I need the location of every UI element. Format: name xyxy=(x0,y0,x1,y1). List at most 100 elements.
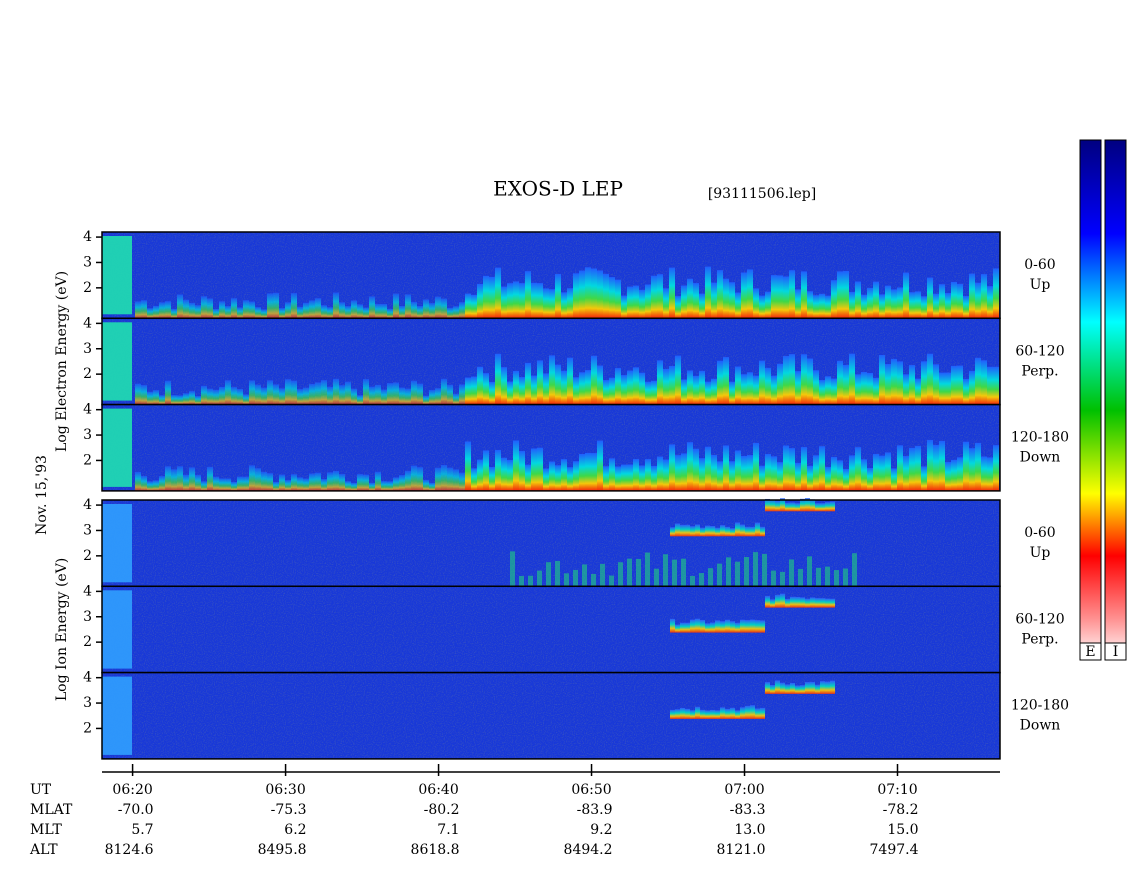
spectrogram-band xyxy=(830,598,835,608)
spectrogram-band xyxy=(987,457,993,491)
spectrogram-band xyxy=(710,526,715,537)
spectrogram-band xyxy=(585,370,591,405)
spectrogram-band xyxy=(675,624,680,633)
spectrogram-band xyxy=(981,274,987,319)
spectrogram-band xyxy=(147,481,153,491)
spectrogram-band xyxy=(495,353,501,405)
spectrogram-band xyxy=(810,597,815,608)
ephemeris-value: -78.2 xyxy=(883,802,919,818)
spectrogram-band xyxy=(327,307,333,319)
spectrogram-band xyxy=(471,468,477,491)
spectrogram-band xyxy=(546,562,551,587)
spectrogram-band xyxy=(837,271,843,319)
spectrogram-band xyxy=(135,383,141,405)
spectrogram-band xyxy=(489,276,495,319)
spectrogram-band xyxy=(609,377,615,405)
spectrogram-band xyxy=(800,498,805,512)
spectrogram-band xyxy=(951,281,957,319)
spectrogram-band xyxy=(231,481,237,491)
spectrogram-band xyxy=(189,391,195,405)
spectrogram-band xyxy=(393,382,399,405)
spectrogram-band xyxy=(825,502,830,512)
spectrogram-strip xyxy=(102,504,132,583)
y-tick-label: 2 xyxy=(83,366,92,382)
spectrogram-band xyxy=(213,476,219,491)
spectrogram-band xyxy=(933,364,939,405)
spectrogram-band xyxy=(687,278,693,319)
spectrogram-band xyxy=(903,272,909,319)
spectrogram-band xyxy=(861,459,867,491)
spectrogram-band xyxy=(750,619,755,633)
ephemeris-value: 5.7 xyxy=(131,822,153,838)
spectrogram-band xyxy=(477,283,483,319)
spectrogram-band xyxy=(477,366,483,405)
spectrogram-band xyxy=(873,453,879,491)
spectrogram-band xyxy=(459,384,465,405)
spectrogram-band xyxy=(939,440,945,491)
spectrogram-band xyxy=(357,304,363,319)
spectrogram-band xyxy=(387,481,393,491)
ephemeris-value: 9.2 xyxy=(590,822,612,838)
spectrogram-band xyxy=(555,274,561,319)
spectrogram-band xyxy=(345,381,351,405)
spectrogram-band xyxy=(465,377,471,405)
spectrogram-band xyxy=(507,381,513,405)
spectrogram-band xyxy=(195,474,201,491)
y-tick-label: 3 xyxy=(83,609,92,625)
ephemeris-value: 8495.8 xyxy=(258,842,307,858)
spectrogram-band xyxy=(201,385,207,405)
spectrogram-band xyxy=(213,389,219,405)
spectrogram-band xyxy=(849,455,855,491)
spectrogram-band xyxy=(717,563,722,587)
spectrogram-band xyxy=(861,372,867,405)
spectrogram-band xyxy=(685,524,690,537)
spectrogram-band xyxy=(165,380,171,405)
spectrogram-band xyxy=(759,295,765,319)
spectrogram-band xyxy=(465,441,471,491)
spectrogram-band xyxy=(423,479,429,491)
spectrogram-band xyxy=(261,309,267,319)
spectrogram-band xyxy=(441,298,447,319)
spectrogram-band xyxy=(405,470,411,491)
spectrogram-band xyxy=(735,622,740,633)
spectrogram-band xyxy=(993,445,999,491)
spectrogram-band xyxy=(867,372,873,405)
spectrogram-band xyxy=(627,286,633,319)
spectrogram-band xyxy=(681,453,687,491)
spectrogram-band xyxy=(639,465,645,491)
spectrogram-band xyxy=(927,353,933,405)
spectrogram-band xyxy=(711,454,717,491)
spectrogram-band xyxy=(357,474,363,491)
ephemeris-value: 13.0 xyxy=(734,822,765,838)
spectrogram-band xyxy=(207,298,213,319)
spectrogram-band xyxy=(805,498,810,512)
colorbar-label-box xyxy=(1079,642,1102,661)
spectrogram-band xyxy=(441,464,447,491)
spectrogram-band xyxy=(815,684,820,694)
spectrogram-band xyxy=(693,448,699,491)
spectrogram-band xyxy=(597,365,603,405)
spectrogram-band xyxy=(141,300,147,319)
spectrogram-band xyxy=(513,281,519,319)
spectrogram-band xyxy=(780,682,785,694)
spectrogram-band xyxy=(195,305,201,319)
spectrogram-band xyxy=(705,525,710,537)
ephemeris-value: -70.0 xyxy=(118,802,154,818)
spectrogram-band xyxy=(471,376,477,405)
spectrogram-band xyxy=(423,395,429,405)
spectrogram-band xyxy=(429,482,435,491)
y-axis-label: Log Ion Energy (eV) xyxy=(54,558,70,701)
spectrogram-band xyxy=(309,473,315,491)
spectrogram-band xyxy=(717,360,723,405)
spectrogram-band xyxy=(753,442,759,491)
ephemeris-value: 7.1 xyxy=(437,822,459,838)
spectrogram-band xyxy=(753,552,758,587)
spectrogram-band xyxy=(303,478,309,491)
spectrogram-band xyxy=(315,382,321,405)
spectrogram-band xyxy=(735,292,741,319)
spectrogram-band xyxy=(171,469,177,491)
spectrogram-band xyxy=(843,271,849,319)
spectrogram-band xyxy=(285,302,291,319)
spectrogram-band xyxy=(543,288,549,319)
spectrogram-band xyxy=(993,268,999,319)
